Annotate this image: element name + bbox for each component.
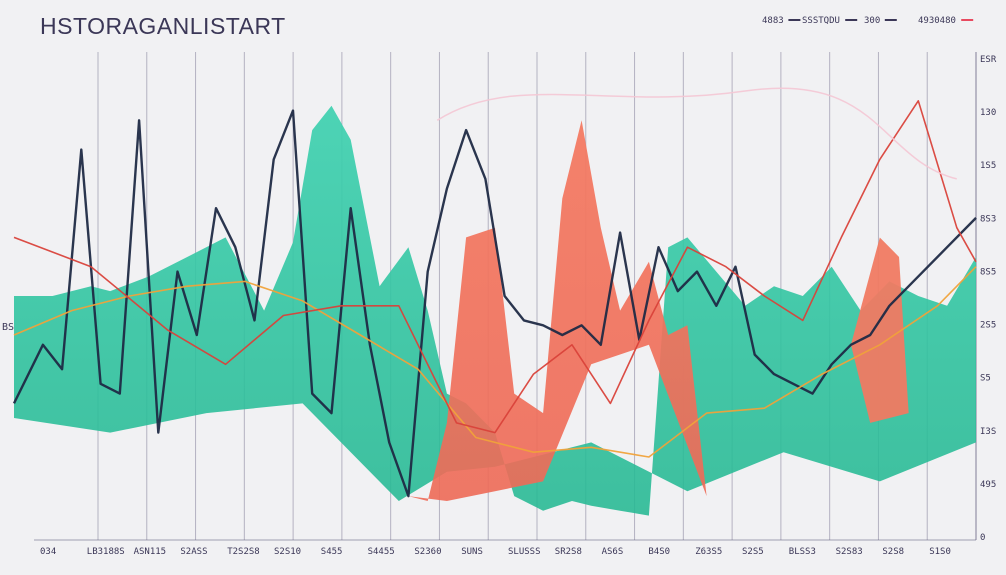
y-tick-label: 8S5: [980, 267, 996, 277]
x-tick-label: S2360: [414, 547, 441, 557]
series-navy-line: [12, 109, 977, 498]
series-teal-area: [14, 105, 976, 516]
chart-title: HSTORAGANLISTART: [40, 13, 286, 39]
x-tick-label: Z63S5: [695, 547, 722, 557]
x-tick-label: B4S0: [648, 547, 670, 557]
y-tick-label: 130: [980, 108, 996, 118]
legend-label: 300: [864, 16, 880, 26]
series-salmon-area: [408, 120, 707, 502]
x-tick-label: S2S5: [742, 547, 764, 557]
x-tick-label: S2ASS: [180, 547, 207, 557]
x-tick-label: SR2S8: [555, 547, 582, 557]
x-tick-label: S2S83: [836, 547, 863, 557]
axes: ESR 130 1S5 8S3 8S5 2S5 S5 I3S 495 0 BS 034 LB3188S A…: [2, 55, 997, 557]
series-salmon-spike: [850, 237, 909, 423]
x-tick-label: S455: [321, 547, 343, 557]
legend-label: SSSTQDU: [802, 16, 840, 26]
x-tick-label: S2S10: [274, 547, 301, 557]
legend-label: 4883: [762, 16, 784, 26]
y-tick-label: 2S5: [980, 321, 996, 331]
x-tick-label: 034: [40, 547, 56, 557]
left-axis-label: BS: [2, 322, 14, 333]
x-tick-label: AS6S: [602, 547, 624, 557]
x-tick-label: S2S8: [882, 547, 904, 557]
legend-label: 4930480: [918, 16, 956, 26]
x-tick-label: SUNS: [461, 547, 483, 557]
y-tick-label: ESR: [980, 55, 997, 65]
y-tick-label: 8S3: [980, 214, 996, 224]
x-tick-label: S1S0: [929, 547, 951, 557]
y-tick-label: 0: [980, 533, 985, 543]
y-tick-label: 495: [980, 480, 996, 490]
legend: 4883 SSSTQDU 300 4930480: [762, 16, 974, 26]
areas: [14, 105, 976, 516]
x-tick-label: LB3188S: [87, 547, 125, 557]
y-tick-label: S5: [980, 374, 991, 384]
y-tick-label: 1S5: [980, 161, 996, 171]
x-tick-label: S4455: [368, 547, 395, 557]
x-tick-label: SLUSSS: [508, 547, 541, 557]
series-pink-trace: [436, 87, 957, 180]
x-tick-label: BLSS3: [789, 547, 816, 557]
series-red-line: [13, 100, 977, 434]
x-tick-label: ASN115: [134, 547, 167, 557]
lines: [12, 87, 977, 498]
y-tick-label: I3S: [980, 427, 996, 437]
series-orange-line: [13, 266, 977, 458]
x-tick-label: T2S2S8: [227, 547, 260, 557]
